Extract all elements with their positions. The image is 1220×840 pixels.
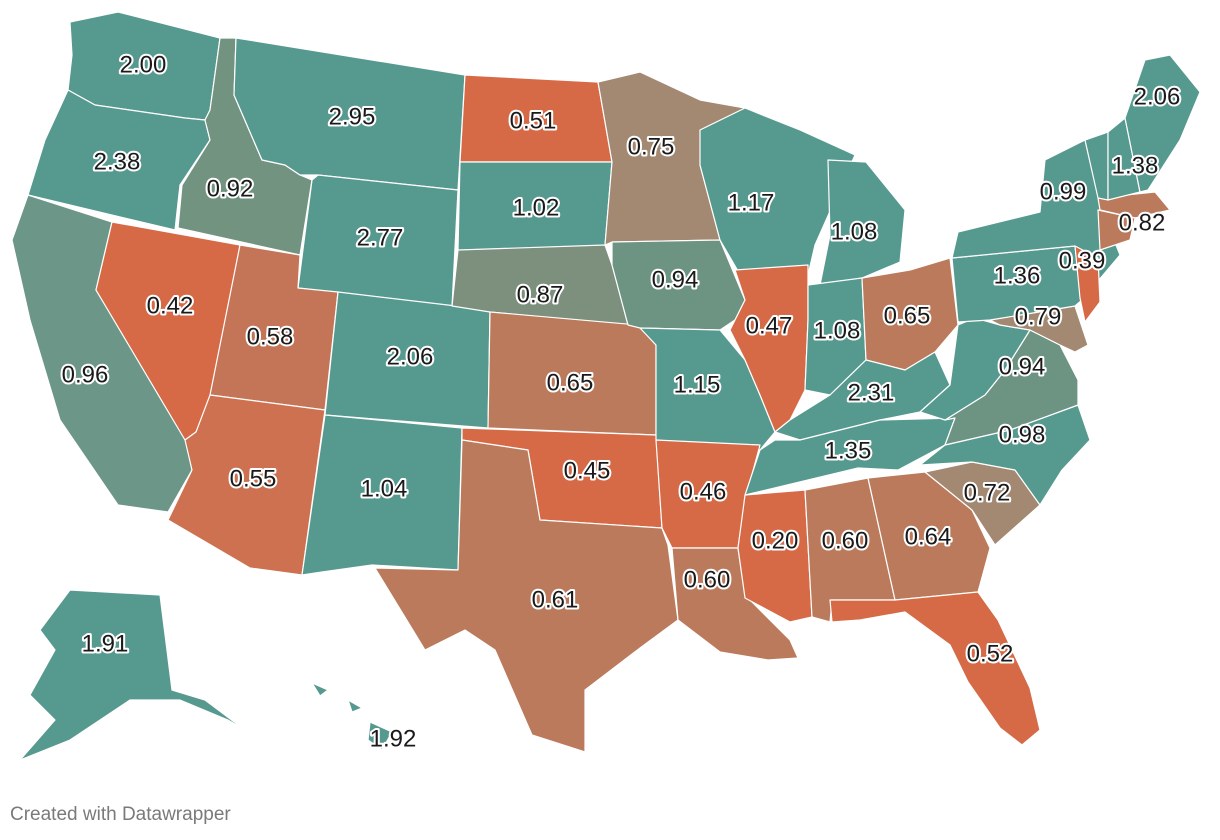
state-tx[interactable] [374, 439, 679, 753]
state-value-label-ak: 1.91 [82, 630, 129, 657]
state-value-label-al: 0.60 [822, 527, 869, 554]
state-value-label-md: 0.79 [1015, 303, 1062, 330]
state-value-label-in: 1.08 [814, 317, 861, 344]
state-tn[interactable] [744, 417, 956, 496]
state-md[interactable] [989, 305, 1089, 353]
state-value-label-az: 0.55 [230, 465, 277, 492]
state-value-label-sd: 1.02 [513, 194, 560, 221]
state-value-label-me: 2.06 [1134, 83, 1181, 110]
state-ct[interactable] [1097, 209, 1136, 251]
state-value-label-pa: 1.36 [994, 262, 1041, 289]
state-fl[interactable] [829, 591, 1041, 746]
state-value-label-ar: 0.46 [680, 478, 727, 505]
us-choropleth-map: 2.00 2.38 0.96 0.92 0.42 2.95 2.77 0.58 0.55 2.06… [11, 11, 1201, 761]
state-or[interactable] [27, 89, 211, 231]
state-hi[interactable] [311, 682, 393, 751]
state-ak[interactable] [19, 589, 246, 761]
state-value-label-vt: 1.38 [1112, 152, 1159, 179]
state-value-label-mi: 1.08 [831, 218, 878, 245]
state-value-label-va: 0.94 [999, 353, 1046, 380]
state-value-label-sc: 0.72 [964, 479, 1011, 506]
state-value-label-hi: 1.92 [370, 725, 417, 752]
state-value-label-ia: 0.94 [652, 266, 699, 293]
state-value-label-nj: 0.39 [1059, 247, 1106, 274]
state-me[interactable] [1124, 54, 1201, 193]
state-value-label-or: 2.38 [94, 148, 141, 175]
state-value-label-ut: 0.58 [247, 323, 294, 350]
state-value-label-ne: 0.87 [517, 281, 564, 308]
state-value-label-fl: 0.52 [967, 640, 1014, 667]
state-value-label-nd: 0.51 [510, 107, 557, 134]
state-value-label-il: 0.47 [746, 312, 793, 339]
state-value-label-wi: 1.17 [728, 189, 775, 216]
state-value-label-wa: 2.00 [120, 51, 167, 78]
state-value-label-mo: 1.15 [674, 371, 721, 398]
state-nj[interactable] [1074, 245, 1101, 323]
state-mi[interactable] [819, 159, 906, 286]
state-value-label-ca: 0.96 [62, 361, 109, 388]
state-value-label-ma: 0.82 [1119, 209, 1166, 236]
footer-credit: Created with Datawrapper [10, 804, 231, 825]
state-value-label-nv: 0.42 [147, 292, 194, 319]
state-value-label-ks: 0.65 [547, 369, 594, 396]
state-value-label-ky: 2.31 [848, 379, 895, 406]
state-value-label-mn: 0.75 [628, 133, 675, 160]
state-value-label-tn: 1.35 [825, 437, 872, 464]
state-wi[interactable] [699, 107, 856, 279]
state-value-label-oh: 0.65 [884, 302, 931, 329]
state-value-label-co: 2.06 [387, 343, 434, 370]
state-value-label-ny: 0.99 [1040, 178, 1087, 205]
state-value-label-la: 0.60 [684, 566, 731, 593]
state-value-label-mt: 2.95 [329, 103, 376, 130]
state-value-label-wy: 2.77 [357, 224, 404, 251]
state-value-label-id: 0.92 [207, 175, 254, 202]
state-value-label-nc: 0.98 [999, 421, 1046, 448]
state-value-label-tx: 0.61 [532, 586, 579, 613]
state-value-label-nm: 1.04 [361, 475, 408, 502]
state-value-label-ms: 0.20 [752, 527, 799, 554]
state-value-label-ok: 0.45 [564, 457, 611, 484]
state-value-label-ga: 0.64 [905, 523, 952, 550]
